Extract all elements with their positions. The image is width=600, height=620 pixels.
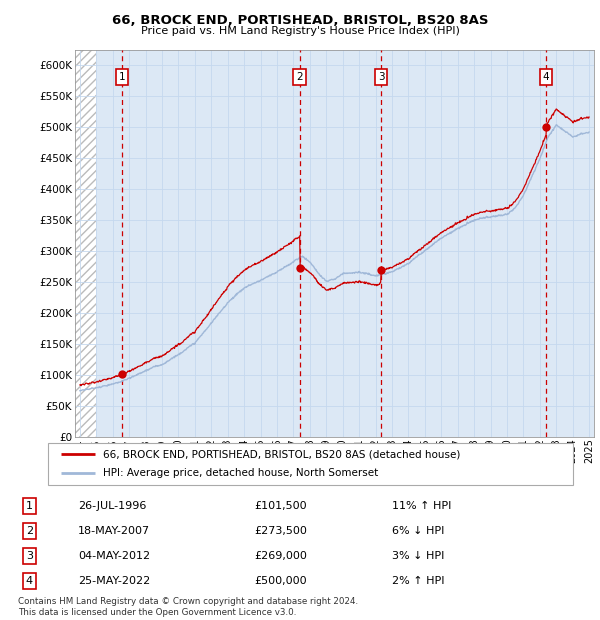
Text: 25-MAY-2022: 25-MAY-2022 — [78, 576, 151, 586]
Text: 3: 3 — [378, 72, 385, 82]
Text: £500,000: £500,000 — [254, 576, 307, 586]
Text: 18-MAY-2007: 18-MAY-2007 — [78, 526, 151, 536]
Text: £101,500: £101,500 — [254, 501, 307, 511]
Text: £269,000: £269,000 — [254, 551, 307, 561]
Text: 66, BROCK END, PORTISHEAD, BRISTOL, BS20 8AS (detached house): 66, BROCK END, PORTISHEAD, BRISTOL, BS20… — [103, 449, 461, 459]
Text: 4: 4 — [26, 576, 33, 586]
FancyBboxPatch shape — [48, 443, 573, 485]
Text: 2% ↑ HPI: 2% ↑ HPI — [392, 576, 445, 586]
Text: HPI: Average price, detached house, North Somerset: HPI: Average price, detached house, Nort… — [103, 469, 379, 479]
Text: 2: 2 — [296, 72, 303, 82]
Text: 4: 4 — [543, 72, 550, 82]
Text: 1: 1 — [119, 72, 125, 82]
Text: 3% ↓ HPI: 3% ↓ HPI — [392, 551, 445, 561]
Text: 11% ↑ HPI: 11% ↑ HPI — [392, 501, 452, 511]
Text: 04-MAY-2012: 04-MAY-2012 — [78, 551, 151, 561]
Text: 1: 1 — [26, 501, 33, 511]
Text: £273,500: £273,500 — [254, 526, 307, 536]
Text: 6% ↓ HPI: 6% ↓ HPI — [392, 526, 445, 536]
Text: 2: 2 — [26, 526, 33, 536]
Text: 66, BROCK END, PORTISHEAD, BRISTOL, BS20 8AS: 66, BROCK END, PORTISHEAD, BRISTOL, BS20… — [112, 14, 488, 27]
Text: 3: 3 — [26, 551, 33, 561]
Text: Price paid vs. HM Land Registry's House Price Index (HPI): Price paid vs. HM Land Registry's House … — [140, 26, 460, 36]
Text: 26-JUL-1996: 26-JUL-1996 — [78, 501, 146, 511]
Text: Contains HM Land Registry data © Crown copyright and database right 2024.
This d: Contains HM Land Registry data © Crown c… — [18, 598, 358, 617]
